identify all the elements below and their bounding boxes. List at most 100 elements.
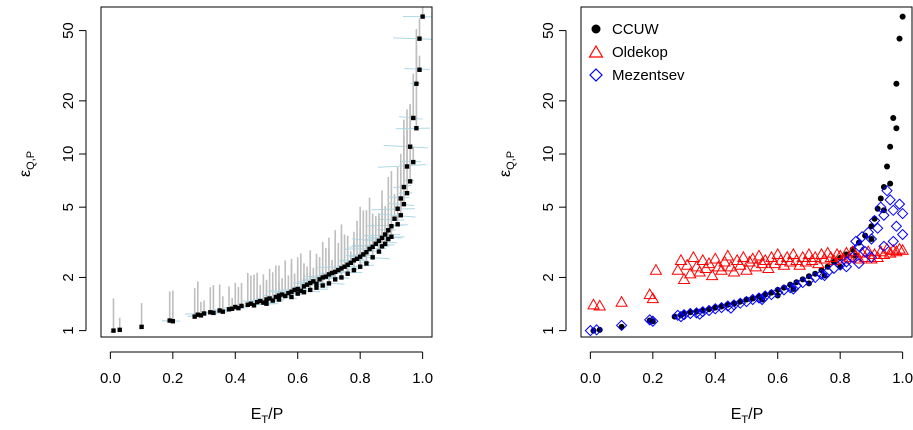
data-point <box>276 293 282 298</box>
horizontal-error-bar <box>371 208 416 211</box>
oldekop-point <box>646 291 660 304</box>
left-panel: 0.0 0.2 0.4 0.6 0.8 1.0 1 2 5 10 20 50 ET/P εQ,P <box>17 6 433 426</box>
horizontal-error-bar <box>393 37 432 40</box>
data-point <box>336 267 341 273</box>
mezentsev-point <box>590 324 603 336</box>
ccuw-point <box>749 295 756 302</box>
data-point <box>357 254 363 259</box>
oldekop-point <box>721 249 735 261</box>
data-point <box>311 279 316 284</box>
oldekop-point <box>696 253 710 265</box>
y-tick-label: 10 <box>60 146 77 163</box>
data-point <box>139 324 144 330</box>
mezentsev-point <box>878 240 890 253</box>
data-point <box>289 294 294 300</box>
data-point <box>367 246 372 252</box>
x-tick-label: 1.0 <box>892 370 913 387</box>
legend-label-mezentsev: Mezentsev <box>612 67 685 84</box>
oldekop-point <box>830 247 844 260</box>
mezentsev-point <box>871 222 884 234</box>
mezentsev-point <box>772 286 784 298</box>
oldekop-point <box>777 258 791 270</box>
data-point <box>295 291 300 296</box>
oldekop-point <box>749 260 763 272</box>
data-point <box>251 303 257 308</box>
oldekop-point <box>808 250 822 262</box>
mezentsev-point <box>840 256 853 268</box>
y-tick-label: 1 <box>540 326 557 334</box>
horizontal-error-bar <box>379 218 405 221</box>
data-point <box>339 275 344 280</box>
data-point <box>117 327 122 333</box>
y-tick-label: 50 <box>540 22 557 39</box>
oldekop-point <box>674 253 688 265</box>
data-point <box>211 310 216 316</box>
y-tick-label: 20 <box>540 93 557 110</box>
data-point <box>382 241 388 247</box>
mezentsev-point <box>896 207 909 220</box>
oldekop-point <box>768 256 781 269</box>
data-point <box>167 318 172 323</box>
legend-marker-mezentsev <box>589 68 603 82</box>
data-point <box>283 293 288 299</box>
mezentsev-point <box>647 315 659 327</box>
data-point <box>298 288 304 294</box>
data-point <box>376 249 382 254</box>
data-point <box>373 241 378 247</box>
oldekop-point <box>793 258 806 270</box>
legend-marker-ccuw <box>591 24 601 34</box>
data-point <box>236 305 241 311</box>
data-point <box>404 164 410 169</box>
data-point <box>289 289 294 294</box>
mezentsev-point <box>809 271 821 284</box>
mezentsev-point <box>887 235 899 248</box>
mezentsev-point <box>672 309 684 322</box>
data-point <box>379 235 385 241</box>
mezentsev-point <box>747 293 759 306</box>
data-point <box>376 238 382 244</box>
mezentsev-point <box>703 304 715 317</box>
data-point <box>407 144 413 149</box>
data-point <box>417 67 422 72</box>
ccuw-point <box>871 215 878 222</box>
mezentsev-point <box>797 276 809 289</box>
x-tick-label: 0.4 <box>705 370 726 387</box>
mezentsev-point <box>784 281 796 294</box>
oldekop-point <box>671 263 685 275</box>
ccuw-point <box>890 114 897 121</box>
data-point <box>348 260 354 266</box>
data-point <box>245 302 250 308</box>
x-axis-title: ET/P <box>731 406 764 426</box>
data-point <box>417 36 422 41</box>
data-point <box>342 264 347 269</box>
data-point <box>401 201 407 207</box>
ccuw-point <box>887 143 894 150</box>
y-axis-title: εQ,P <box>17 151 37 177</box>
data-point <box>326 281 332 286</box>
data-point <box>389 224 394 229</box>
mezentsev-point <box>868 214 881 227</box>
data-point <box>317 277 322 282</box>
mezentsev-point <box>890 220 903 232</box>
data-point <box>364 261 369 266</box>
legend-label-ccuw: CCUW <box>612 21 659 38</box>
data-point <box>254 299 260 305</box>
oldekop-point <box>849 249 863 261</box>
data-point <box>264 297 269 302</box>
data-point <box>351 258 357 263</box>
mezentsev-point <box>725 302 737 314</box>
oldekop-point <box>771 247 785 260</box>
data-point <box>270 298 275 303</box>
ccuw-point <box>743 296 750 303</box>
data-point <box>345 271 350 276</box>
oldekop-point <box>871 250 885 262</box>
mezentsev-point <box>818 269 831 282</box>
oldekop-point <box>724 260 738 272</box>
oldekop-point <box>752 249 766 261</box>
data-point <box>261 300 266 305</box>
data-point <box>404 190 410 196</box>
data-point <box>389 234 394 239</box>
mezentsev-point <box>840 261 853 273</box>
plot-frame <box>580 6 913 338</box>
oldekop-point <box>733 258 747 270</box>
